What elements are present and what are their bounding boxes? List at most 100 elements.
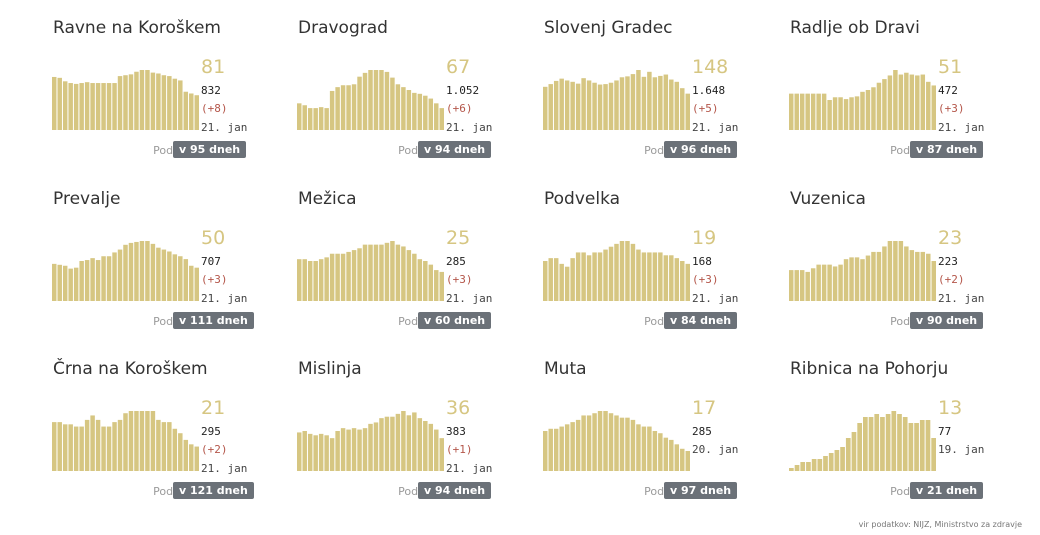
sparkline-bar: [854, 96, 860, 130]
sparkline-bar: [362, 428, 368, 471]
sparkline-bar: [123, 75, 128, 130]
sparkline-bar: [395, 244, 401, 301]
sparkline-bar: [84, 419, 90, 471]
sparkline-bar: [297, 432, 302, 471]
sparkline-bar: [799, 270, 805, 301]
active-cases-value: 25: [446, 227, 471, 249]
sparkline-chart: [52, 241, 199, 301]
daily-change-value: (+3): [692, 273, 719, 286]
sparkline-bar: [401, 87, 406, 130]
sparkline-bar: [909, 250, 915, 301]
sparkline-bar: [663, 255, 669, 301]
last-update-date: 21. jan: [201, 462, 248, 475]
sparkline-bar: [619, 241, 625, 301]
sparkline-bar: [821, 264, 827, 301]
sparkline-bar: [902, 417, 908, 471]
sparkline-bar: [84, 260, 90, 301]
sparkline-bar: [302, 431, 307, 471]
total-cases-value: 285: [692, 425, 712, 438]
sparkline-bar: [586, 255, 592, 301]
total-cases-value: 472: [938, 84, 958, 97]
sparkline-bar: [368, 423, 373, 471]
last-update-date: 21. jan: [692, 292, 739, 305]
sparkline-bar: [636, 424, 641, 471]
sparkline-bar: [811, 459, 817, 471]
sparkline-bar: [390, 416, 395, 471]
sparkline-bar: [575, 419, 581, 471]
sparkline-bar: [868, 417, 874, 471]
sparkline-bar: [335, 431, 340, 471]
active-cases-value: 51: [938, 56, 963, 78]
sparkline-bar: [799, 93, 805, 130]
doubling-badge: v 94 dneh: [418, 141, 492, 158]
sparkline-bar: [794, 465, 800, 471]
sparkline-bar: [674, 81, 680, 130]
sparkline-bar: [882, 246, 887, 301]
sparkline-bar: [183, 439, 189, 471]
sparkline-bar: [586, 415, 592, 471]
last-update-date: 21. jan: [692, 121, 739, 134]
sparkline-bar: [800, 462, 806, 471]
sparkline-bar: [865, 255, 871, 301]
sparkline-bar: [123, 413, 128, 471]
sparkline-bar: [313, 435, 318, 471]
sparkline-bar: [139, 70, 145, 130]
sparkline-bar: [62, 424, 68, 471]
sparkline-bar: [625, 241, 630, 301]
sparkline-bar: [548, 84, 553, 130]
sparkline-bar: [117, 76, 123, 130]
sparkline-bar: [434, 270, 439, 301]
sparkline-bar: [680, 88, 685, 130]
sparkline-bar: [373, 70, 379, 130]
sparkline-bar: [581, 252, 586, 301]
sparkline-bar: [423, 261, 428, 301]
sparkline-bar: [101, 256, 106, 301]
sparkline-bar: [548, 428, 553, 471]
sparkline-bar: [680, 261, 685, 301]
sparkline-bar: [823, 456, 828, 471]
sparkline-bar: [434, 429, 439, 471]
sparkline-bar: [931, 261, 936, 301]
sparkline-bar: [543, 431, 548, 471]
sparkline-bar: [335, 253, 340, 301]
sparkline-bar: [417, 93, 423, 130]
sparkline-bar: [920, 251, 926, 301]
sparkline-bar: [794, 93, 799, 130]
sparkline-bar: [885, 414, 891, 471]
sparkline-bar: [150, 72, 156, 130]
sparkline-bar: [395, 413, 401, 471]
sparkline-bar: [112, 83, 117, 130]
sparkline-bar: [123, 244, 128, 301]
active-cases-value: 17: [692, 397, 717, 419]
sparkline-bar: [817, 459, 823, 471]
sparkline-bar: [428, 98, 434, 130]
sparkline-bar: [297, 259, 302, 301]
sparkline-bar: [931, 438, 936, 471]
sparkline-bar: [863, 417, 868, 471]
doubling-badge: v 21 dneh: [910, 482, 984, 499]
sparkline-bar: [340, 428, 346, 471]
daily-change-value: (+1): [446, 443, 473, 456]
sparkline-bar: [95, 83, 101, 130]
municipality-title: Črna na Koroškem: [53, 359, 208, 379]
sparkline-bar: [106, 256, 112, 301]
sparkline-bar: [592, 413, 597, 471]
sparkline-bar: [559, 78, 564, 130]
sparkline-bar: [90, 83, 95, 130]
daily-change-value: (+2): [938, 273, 965, 286]
sparkline-bar: [630, 74, 636, 130]
sparkline-bar: [597, 411, 603, 471]
sparkline-bar: [641, 252, 647, 301]
sparkline-bar: [658, 75, 663, 130]
sparkline-bar: [189, 444, 194, 471]
sparkline-bar: [439, 108, 444, 130]
sparkline-bar: [898, 74, 904, 130]
last-update-date: 21. jan: [201, 121, 248, 134]
sparkline-bar: [134, 71, 139, 130]
sparkline-bar: [156, 247, 161, 301]
active-cases-value: 148: [692, 56, 729, 78]
